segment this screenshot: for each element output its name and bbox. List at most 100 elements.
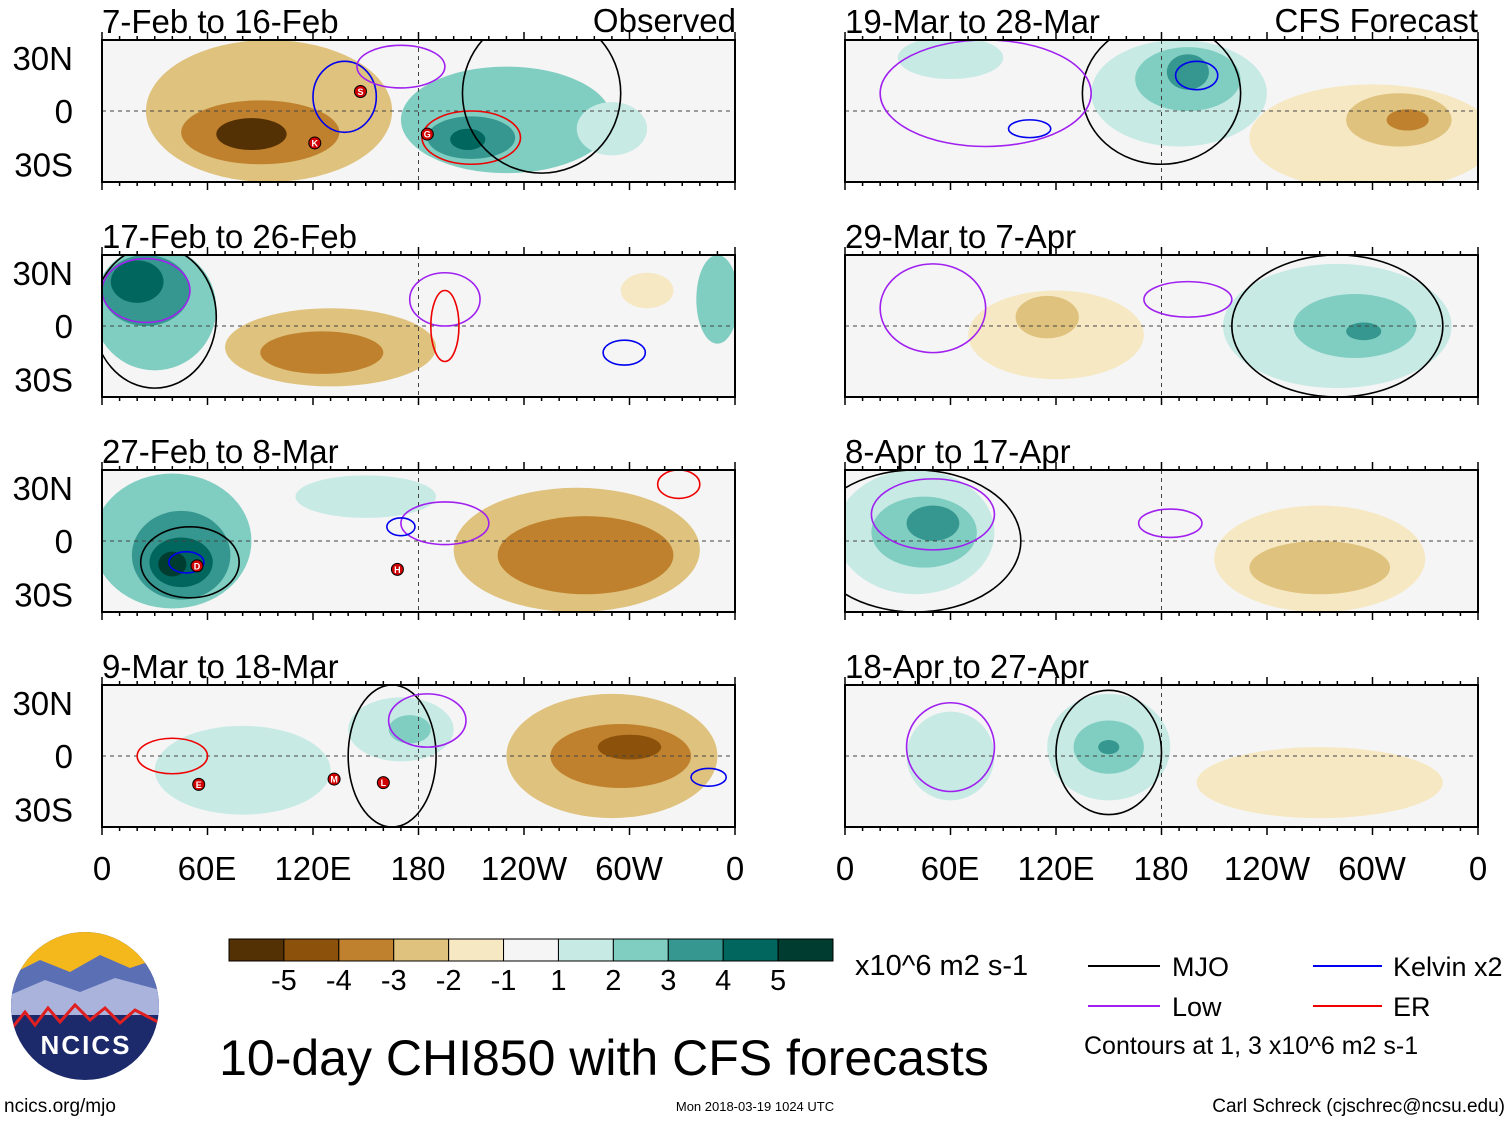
lat-label: 0 [55,738,73,775]
lat-label: 30N [12,40,73,77]
colorbar-label: 3 [660,965,676,997]
anomaly-shading [110,260,164,303]
colorbar-swatch [667,938,724,962]
anomaly-shading [696,255,735,344]
anomaly-shading [154,725,331,815]
lat-label: 30S [14,576,73,613]
contour-low [387,693,467,748]
colorbar-label: -1 [491,965,517,997]
storm-marker [390,562,404,576]
contour-low [879,40,1092,148]
colorbar-swatch [722,938,779,962]
anomaly-shading [216,118,287,151]
storm-label: M [330,775,338,785]
contour-legend: MJO Kelvin x2 Low ER Contours at 1, 3 x1… [1084,952,1503,1060]
contour-mjo [102,255,218,389]
contour-note: Contours at 1, 3 x10^6 m2 s-1 [1084,1032,1418,1060]
contour-low [1143,280,1233,318]
footer-url[interactable]: ncics.org/mjo [4,1096,116,1117]
lat-label: 30N [12,685,73,722]
storm-marker [327,772,341,786]
colorbar-label: 5 [770,965,786,997]
contour-low [400,501,490,546]
contour-kelvin [1174,60,1219,91]
observed-label: Observed [593,2,736,39]
contour-low [1137,508,1203,539]
map-panel: 19-Mar to 28-Mar [844,3,1479,190]
storm-label: G [424,130,431,140]
lat-label: 0 [55,523,73,560]
storm-label: K [312,138,319,148]
legend-label-er: ER [1393,992,1431,1022]
colorbar-swatch [448,938,505,962]
contour-kelvin [602,339,647,366]
colorbar-label: -3 [381,965,407,997]
contour-mjo [1231,255,1444,397]
map-panel: K S G 7-Feb to 16-Feb 30N 0 30S [12,3,736,190]
contour-er [136,737,209,775]
anomaly-shading [388,715,431,744]
anomaly-shading [1386,109,1429,131]
lat-label: 0 [55,308,73,345]
panel-title: 18-Apr to 27-Apr [845,648,1089,685]
colorbar-swatch [503,938,559,962]
colorbar-swatch [777,938,834,962]
contour-kelvin [312,60,378,134]
map-panel: 18-Apr to 27-Apr [844,648,1479,835]
lon-axis-left: 0 60E 120E 180 120W 60W 0 [93,850,744,887]
colorbar-label: -2 [436,965,462,997]
anomaly-shading [1249,541,1391,595]
anomaly-shading [295,475,437,518]
colorbar-label: 2 [605,965,621,997]
contour-low [408,271,481,327]
panel-field: K S G [102,40,735,182]
panel-title: 7-Feb to 16-Feb [102,3,339,40]
map-panel: 29-Mar to 7-Apr [844,218,1479,405]
legend-label-low: Low [1172,992,1222,1022]
lat-label: 30S [14,146,73,183]
colorbar-swatch [228,938,285,962]
lat-label: 30S [14,361,73,398]
storm-marker [376,776,390,790]
anomaly-shading [1166,54,1209,90]
anomaly-shading [1098,740,1120,755]
map-panel: 17-Feb to 26-Feb 30N 0 30S [12,218,736,405]
lat-label: 0 [55,93,73,130]
panel-field [102,255,735,397]
anomaly-shading [158,551,187,577]
colorbar-label: 1 [550,965,566,997]
lon-label: 0 [726,850,744,887]
storm-label: E [196,780,202,790]
lat-label: 30S [14,791,73,828]
lon-label: 60E [921,850,980,887]
lon-label: 180 [1133,850,1188,887]
anomaly-shading [1015,295,1079,339]
colorbar-label: 4 [715,965,731,997]
lon-axis-right: 0 60E 120E 180 120W 60W 0 [836,850,1487,887]
colorbar-swatch [557,938,614,962]
panel-title: 27-Feb to 8-Mar [102,433,339,470]
storm-marker [190,559,204,573]
legend-label-mjo: MJO [1172,952,1229,982]
panel-title: 19-Mar to 28-Mar [845,3,1100,40]
lon-label: 0 [93,850,111,887]
storm-marker [353,84,367,98]
panel-title: 17-Feb to 26-Feb [102,218,357,255]
contour-low [870,478,996,551]
lat-label: 30N [12,255,73,292]
panel-field [845,255,1478,397]
footer-timestamp: Mon 2018-03-19 1024 UTC [676,1099,834,1114]
storm-marker [420,127,434,141]
contour-er [656,470,701,500]
anomaly-shading [597,734,662,760]
lon-label: 0 [836,850,854,887]
colorbar-swatch [612,938,669,962]
ncics-logo: NCICS [11,932,159,1080]
lon-label: 120E [274,850,351,887]
contour-er [430,289,460,363]
panel-field: EM L [102,685,735,827]
anomaly-shading [260,331,384,374]
